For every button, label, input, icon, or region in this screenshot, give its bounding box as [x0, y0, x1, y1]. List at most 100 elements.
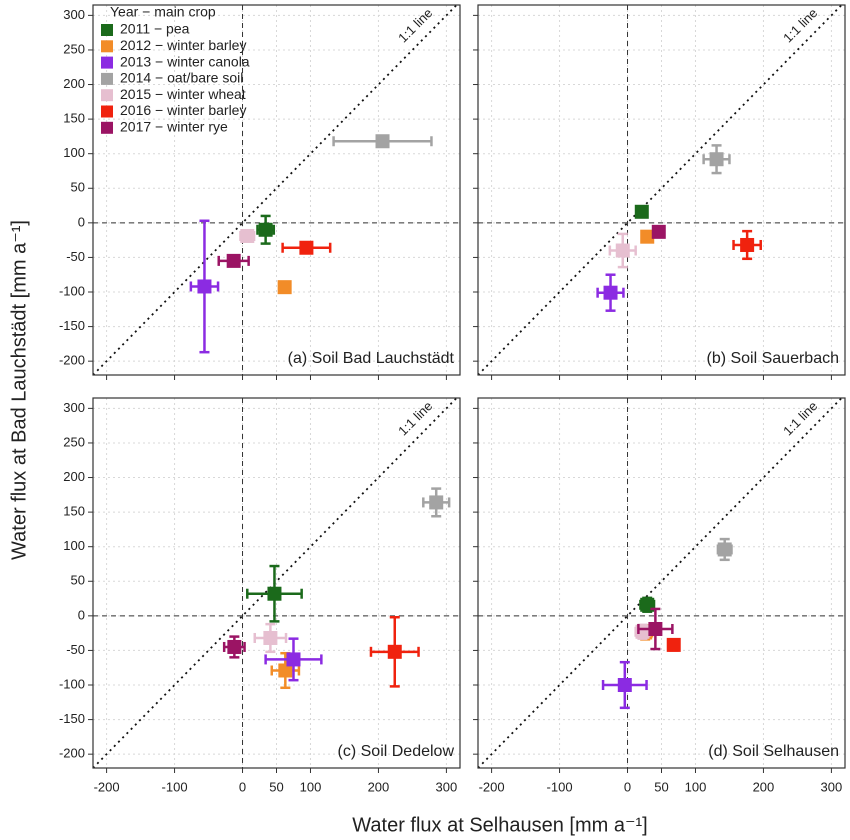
x-tick-label: 100	[685, 779, 707, 794]
point	[375, 134, 390, 149]
y-tick-label: 150	[63, 504, 85, 519]
point	[429, 495, 444, 510]
legend-label: 2017 − winter rye	[120, 119, 228, 135]
x-tick-label: -100	[547, 779, 573, 794]
panel-title: (d) Soil Selhausen	[708, 743, 839, 760]
one-to-one-line	[478, 398, 843, 768]
point	[640, 229, 655, 244]
point	[617, 678, 632, 693]
y-tick-label: 250	[63, 41, 85, 56]
x-tick-label: 300	[821, 779, 843, 794]
y-axis-label: Water flux at Bad Lauchstädt [mm a⁻¹]	[8, 220, 30, 560]
legend-label: 2012 − winter barley	[120, 37, 246, 53]
point	[267, 586, 282, 601]
point	[286, 652, 301, 667]
y-tick-label: -150	[59, 318, 85, 333]
x-tick-label: 100	[300, 779, 322, 794]
point	[258, 222, 273, 237]
legend-label: 2014 − oat/bare soil	[120, 70, 243, 86]
legend-swatch	[101, 40, 113, 53]
legend-swatch	[101, 24, 113, 36]
point	[666, 637, 681, 652]
point	[278, 663, 293, 678]
annotation: 1:1 line	[780, 398, 820, 438]
plot-frame	[477, 4, 846, 376]
annotation: 1:1 line	[395, 5, 435, 45]
panel-title: (a) Soil Bad Lauchstädt	[288, 350, 455, 367]
x-tick-label: -100	[162, 779, 188, 794]
x-tick-label: 0	[239, 779, 246, 794]
y-tick-label: -200	[59, 353, 85, 368]
x-tick-label: 200	[368, 779, 390, 794]
point	[227, 639, 242, 654]
y-tick-label: 300	[63, 7, 85, 22]
x-tick-label: 50	[654, 779, 668, 794]
one-to-one-line	[93, 5, 458, 375]
legend-label: 2011 − pea	[120, 21, 190, 37]
y-tick-label: 0	[78, 214, 85, 229]
point	[197, 279, 212, 294]
legend-title: Year − main crop	[110, 4, 216, 20]
x-tick-label: -200	[94, 779, 120, 794]
legend-swatch	[101, 72, 113, 85]
y-tick-label: 50	[71, 573, 85, 588]
y-tick-label: -200	[59, 746, 85, 761]
legend-label: 2015 − winter wheat	[120, 86, 246, 102]
panel-title: (b) Soil Sauerbach	[706, 350, 839, 367]
x-tick-label: 200	[753, 779, 775, 794]
point	[299, 240, 314, 255]
legend-label: 2013 − winter canola	[120, 53, 250, 69]
error-bars	[596, 273, 625, 312]
error-bars	[637, 607, 674, 651]
y-tick-label: 150	[63, 111, 85, 126]
panel: -200 -100 0 50 100 200 300 1:1 line (d) Soil Sel…	[473, 397, 846, 794]
one-to-one-line	[478, 5, 843, 375]
panel: 1:1 line (b) Soil Sauerbach	[473, 4, 846, 380]
point	[709, 152, 724, 167]
point	[615, 243, 630, 258]
legend-label: 2016 − winter barley	[120, 102, 246, 118]
y-tick-label: -150	[59, 711, 85, 726]
panel: -200 -150 -100 -50 0 50 100 150 200 250 300 -200 -10…	[59, 397, 461, 794]
point	[240, 228, 255, 243]
x-tick-label: 0	[624, 779, 631, 794]
legend-swatch	[101, 121, 113, 134]
legend-swatch	[101, 89, 113, 102]
x-tick-label: -200	[479, 779, 505, 794]
y-tick-label: 200	[63, 469, 85, 484]
point	[651, 224, 666, 239]
annotation: 1:1 line	[395, 398, 435, 438]
plot-frame	[92, 397, 461, 769]
point	[277, 280, 292, 295]
x-axis-label: Water flux at Selhausen [mm a⁻¹]	[352, 814, 647, 836]
y-tick-label: 200	[63, 76, 85, 91]
y-tick-label: -50	[66, 249, 85, 264]
y-tick-label: -100	[59, 676, 85, 691]
x-tick-label: 50	[269, 779, 283, 794]
legend-swatch	[101, 56, 113, 69]
point	[263, 630, 278, 645]
point	[387, 644, 402, 659]
y-tick-label: 100	[63, 145, 85, 160]
annotation: 1:1 line	[780, 5, 820, 45]
point	[717, 542, 732, 557]
y-tick-label: 250	[63, 434, 85, 449]
y-tick-label: -100	[59, 283, 85, 298]
panel-title: (c) Soil Dedelow	[338, 743, 455, 760]
y-tick-label: -50	[66, 642, 85, 657]
plot-frame	[92, 4, 461, 376]
point	[648, 621, 663, 636]
point	[226, 253, 241, 268]
x-tick-label: 300	[436, 779, 458, 794]
plot-frame	[477, 397, 846, 769]
point	[740, 237, 755, 252]
y-tick-label: 50	[71, 180, 85, 195]
point	[603, 285, 618, 300]
y-tick-label: 0	[78, 607, 85, 622]
y-tick-label: 300	[63, 400, 85, 415]
legend-swatch	[101, 105, 113, 118]
y-tick-label: 100	[63, 538, 85, 553]
point	[634, 204, 649, 219]
